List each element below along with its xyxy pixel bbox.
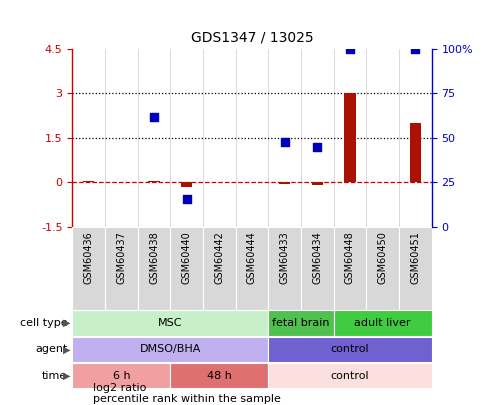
Text: GSM60438: GSM60438 xyxy=(149,231,159,284)
Point xyxy=(346,45,354,52)
Bar xyxy=(148,181,160,182)
Bar xyxy=(334,227,366,310)
Text: control: control xyxy=(331,344,369,354)
Bar xyxy=(366,227,399,310)
Text: fetal brain: fetal brain xyxy=(272,318,330,328)
Text: GSM60442: GSM60442 xyxy=(215,231,225,284)
Bar xyxy=(181,182,193,187)
Bar xyxy=(268,310,334,336)
Bar xyxy=(105,227,138,310)
Text: GSM60437: GSM60437 xyxy=(116,231,126,284)
Text: ▶: ▶ xyxy=(63,344,71,354)
Point xyxy=(280,139,288,145)
Point xyxy=(313,143,321,150)
Text: GSM60433: GSM60433 xyxy=(279,231,289,284)
Text: cell type: cell type xyxy=(20,318,67,328)
Text: control: control xyxy=(331,371,369,381)
Point xyxy=(183,195,191,202)
Text: GSM60451: GSM60451 xyxy=(410,231,420,284)
Bar xyxy=(83,181,94,182)
Bar xyxy=(301,227,334,310)
Bar xyxy=(311,182,323,185)
Point xyxy=(411,45,419,52)
Text: 6 h: 6 h xyxy=(113,371,130,381)
Text: GSM60448: GSM60448 xyxy=(345,231,355,284)
Text: log2 ratio: log2 ratio xyxy=(93,383,147,393)
Bar xyxy=(203,227,236,310)
Text: percentile rank within the sample: percentile rank within the sample xyxy=(93,394,281,404)
Bar xyxy=(268,227,301,310)
Text: agent: agent xyxy=(35,344,67,354)
Bar xyxy=(334,310,432,336)
Text: 48 h: 48 h xyxy=(207,371,232,381)
Bar xyxy=(399,227,432,310)
Bar xyxy=(170,227,203,310)
Text: ▶: ▶ xyxy=(63,371,71,381)
Bar xyxy=(72,337,268,362)
Text: adult liver: adult liver xyxy=(354,318,411,328)
Bar xyxy=(410,123,421,182)
Bar xyxy=(72,363,170,388)
Text: GSM60436: GSM60436 xyxy=(84,231,94,284)
Bar xyxy=(170,363,268,388)
Text: time: time xyxy=(42,371,67,381)
Title: GDS1347 / 13025: GDS1347 / 13025 xyxy=(191,31,313,45)
Bar xyxy=(268,363,432,388)
Text: GSM60450: GSM60450 xyxy=(378,231,388,284)
Point xyxy=(150,114,158,120)
Text: DMSO/BHA: DMSO/BHA xyxy=(140,344,201,354)
Bar xyxy=(72,310,268,336)
Bar xyxy=(279,182,290,184)
Text: GSM60434: GSM60434 xyxy=(312,231,322,284)
Text: ▶: ▶ xyxy=(63,318,71,328)
Bar xyxy=(268,337,432,362)
Bar xyxy=(72,227,105,310)
Bar xyxy=(138,227,170,310)
Text: GSM60440: GSM60440 xyxy=(182,231,192,284)
Text: MSC: MSC xyxy=(158,318,183,328)
Bar xyxy=(236,227,268,310)
Bar xyxy=(344,93,356,182)
Text: GSM60444: GSM60444 xyxy=(247,231,257,284)
